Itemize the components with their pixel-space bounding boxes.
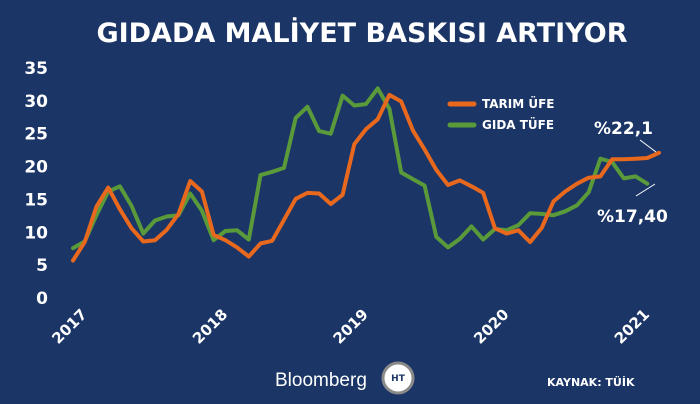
y-tick-label: 30 <box>24 92 48 112</box>
y-tick-label: 5 <box>36 256 48 276</box>
callout-leader-tarim <box>639 139 657 153</box>
source-note: KAYNAK: TÜİK <box>547 375 635 389</box>
callout-leader-gida <box>635 183 656 197</box>
legend: TARIM ÜFE GIDA TÜFE <box>447 96 555 132</box>
ht-logo-badge <box>381 361 415 395</box>
legend-item-tarim: TARIM ÜFE <box>447 96 555 111</box>
series-line-gida-tufe <box>71 86 650 251</box>
y-tick-label: 20 <box>24 158 48 178</box>
callout-tarim-last: %22,1 <box>594 119 653 139</box>
y-tick-label: 25 <box>24 125 48 145</box>
series-layer <box>71 86 661 263</box>
y-tick-label: 15 <box>24 190 48 210</box>
y-tick-label: 10 <box>24 223 48 243</box>
legend-item-gida: GIDA TÜFE <box>447 117 554 132</box>
y-axis-ticks: 0 5 10 15 20 25 30 35 <box>24 59 48 309</box>
y-tick-label: 0 <box>36 289 48 309</box>
ht-logo-text: HT <box>391 374 406 384</box>
callout-gida-last: %17,40 <box>597 207 668 227</box>
y-tick-label: 35 <box>24 59 48 79</box>
chart-title: GIDADA MALİYET BASKISI ARTIYOR <box>96 17 627 49</box>
legend-label-gida: GIDA TÜFE <box>482 117 554 132</box>
series-line-tarim-ufe <box>71 92 661 263</box>
legend-label-tarim: TARIM ÜFE <box>482 96 555 111</box>
bloomberg-logo: Bloomberg <box>275 370 367 391</box>
ht-logo: HT <box>381 361 415 395</box>
